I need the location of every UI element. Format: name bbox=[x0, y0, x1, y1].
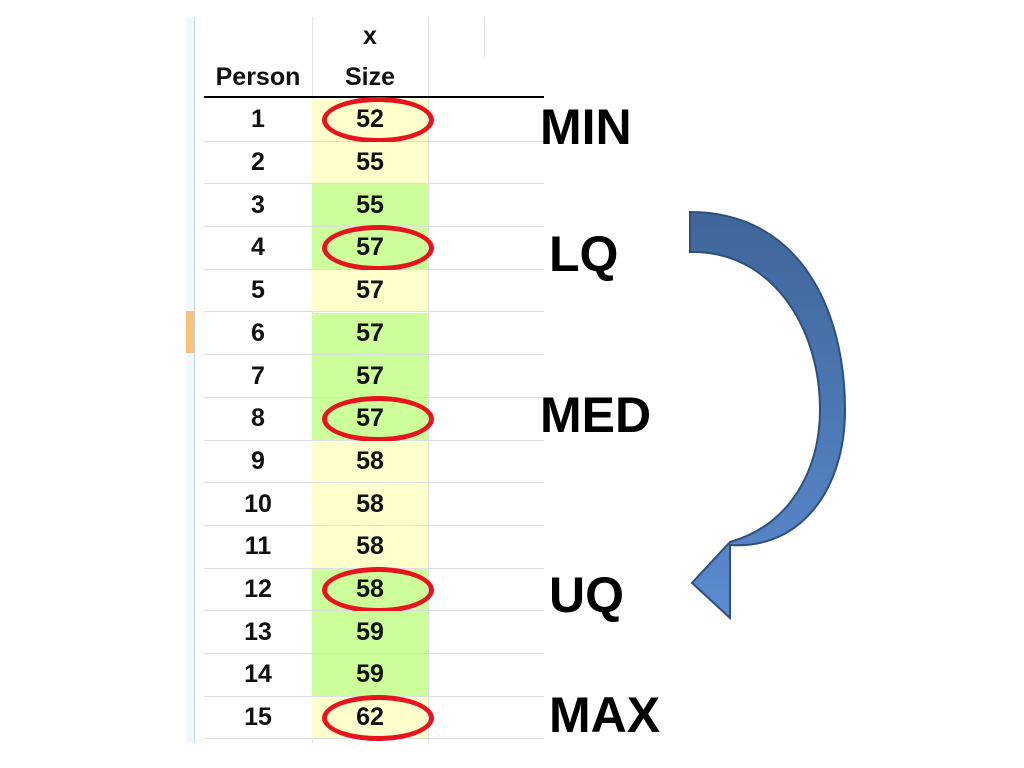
gridline bbox=[484, 17, 485, 57]
size-cell[interactable]: 58 bbox=[312, 483, 428, 526]
selected-row-indicator bbox=[186, 311, 194, 353]
empty-cell[interactable] bbox=[428, 270, 544, 313]
person-cell[interactable]: 11 bbox=[204, 526, 312, 569]
person-cell[interactable]: 5 bbox=[204, 270, 312, 313]
empty-cell[interactable] bbox=[428, 142, 544, 185]
highlight-circle bbox=[322, 695, 434, 742]
empty-cell[interactable] bbox=[428, 355, 544, 398]
person-cell[interactable]: 14 bbox=[204, 654, 312, 697]
label-med: MED bbox=[540, 387, 652, 443]
person-cell[interactable]: 15 bbox=[204, 697, 312, 740]
size-cell[interactable]: 57 bbox=[312, 355, 428, 398]
label-uq: UQ bbox=[549, 567, 624, 623]
size-cell[interactable]: 59 bbox=[312, 654, 428, 697]
size-cell[interactable]: 55 bbox=[312, 184, 428, 228]
data-grid: x Person Size 1 52 2 55 3 55 4 57 5 57 6 57 7 57 8 57 9 5… bbox=[194, 17, 544, 743]
empty-cell[interactable] bbox=[428, 227, 544, 270]
empty-cell[interactable] bbox=[428, 483, 544, 526]
size-cell[interactable]: 55 bbox=[312, 141, 428, 185]
size-cell[interactable]: 58 bbox=[312, 526, 428, 569]
label-max: MAX bbox=[549, 687, 661, 743]
empty-cell[interactable] bbox=[428, 99, 544, 142]
person-cell[interactable]: 7 bbox=[204, 355, 312, 398]
person-cell[interactable]: 6 bbox=[204, 313, 312, 356]
person-cell[interactable]: 4 bbox=[204, 227, 312, 270]
size-cell[interactable]: 57 bbox=[312, 312, 428, 356]
column-header-x: x bbox=[363, 21, 377, 50]
size-cell[interactable]: 58 bbox=[312, 440, 428, 484]
empty-cell[interactable] bbox=[428, 441, 544, 484]
label-min: MIN bbox=[540, 99, 632, 155]
person-cell[interactable]: 8 bbox=[204, 398, 312, 441]
row-header-strip bbox=[186, 17, 195, 743]
size-cell[interactable]: 57 bbox=[312, 269, 428, 313]
empty-cell[interactable] bbox=[428, 398, 544, 441]
gridline bbox=[428, 17, 429, 743]
person-cell[interactable]: 2 bbox=[204, 142, 312, 185]
column-header-person: Person bbox=[215, 62, 301, 91]
curved-arrow-icon bbox=[689, 210, 847, 621]
person-cell[interactable]: 10 bbox=[204, 483, 312, 526]
spreadsheet: x Person Size 1 52 2 55 3 55 4 57 5 57 6 57 7 57 8 57 9 5… bbox=[186, 17, 544, 743]
label-lq: LQ bbox=[549, 226, 619, 282]
person-cell[interactable]: 12 bbox=[204, 569, 312, 612]
person-cell[interactable]: 1 bbox=[204, 99, 312, 142]
empty-cell[interactable] bbox=[428, 611, 544, 655]
highlight-circle bbox=[322, 396, 434, 443]
empty-cell[interactable] bbox=[428, 569, 544, 612]
person-cell[interactable]: 13 bbox=[204, 611, 312, 655]
person-cell[interactable]: 3 bbox=[204, 184, 312, 228]
highlight-circle bbox=[322, 567, 434, 614]
highlight-circle bbox=[322, 225, 434, 272]
size-cell[interactable]: 59 bbox=[312, 611, 428, 655]
empty-cell[interactable] bbox=[428, 184, 544, 228]
empty-cell[interactable] bbox=[428, 697, 544, 740]
column-header-size: Size bbox=[344, 62, 396, 91]
empty-cell[interactable] bbox=[428, 654, 544, 697]
highlight-circle bbox=[322, 97, 434, 144]
empty-cell[interactable] bbox=[428, 313, 544, 356]
person-cell[interactable]: 9 bbox=[204, 441, 312, 484]
empty-cell[interactable] bbox=[428, 526, 544, 569]
